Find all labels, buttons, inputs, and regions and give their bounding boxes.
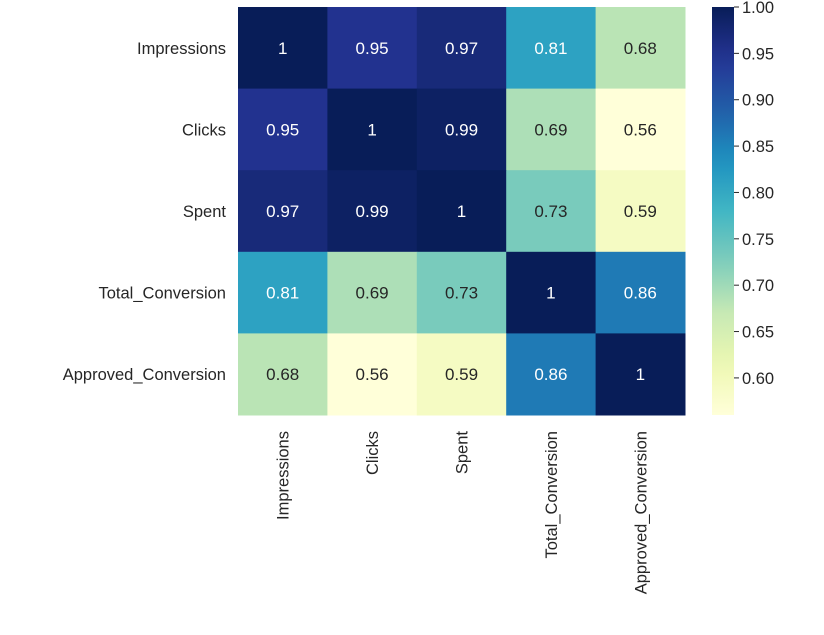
heatmap-cell-clicks-approved-conversion: [595, 88, 686, 171]
cell-annotation: 1: [457, 202, 466, 221]
heatmap-cell-approved-conversion-clicks: [327, 333, 418, 416]
cell-annotation: 0.59: [624, 202, 657, 221]
colorbar-tick-label: 0.80: [742, 184, 774, 202]
cell-annotation: 0.73: [534, 202, 567, 221]
colorbar-tick-label: 0.60: [742, 370, 774, 388]
heatmap-cell-clicks-spent: [416, 88, 507, 171]
heatmap-cell-approved-conversion-impressions: [238, 333, 328, 416]
x-tick-label-spent: Spent: [454, 431, 472, 475]
colorbar-tick-label: 0.90: [742, 92, 774, 110]
colorbar-tick-label: 0.75: [742, 231, 774, 249]
cell-annotation: 0.95: [266, 120, 299, 139]
y-tick-label-approved-conversion: Approved_Conversion: [63, 366, 226, 384]
heatmap-cell-impressions-spent: [416, 7, 507, 90]
cell-annotation: 1: [546, 284, 555, 303]
heatmap-cell-approved-conversion-spent: [416, 333, 507, 416]
heatmap-cell-clicks-clicks: [327, 88, 418, 171]
cell-annotation: 0.97: [266, 202, 299, 221]
y-axis-labels: Impressions Clicks Spent Total_Conversion Ap…: [63, 40, 227, 384]
colorbar-tick-label: 0.95: [742, 45, 774, 63]
cell-annotation: 0.56: [356, 365, 389, 384]
y-tick-label-clicks: Clicks: [182, 121, 226, 139]
heatmap-cell-spent-clicks: [327, 170, 418, 253]
x-tick-label-clicks: Clicks: [364, 431, 382, 475]
colorbar-gradient: [712, 7, 734, 415]
cell-annotation: 0.59: [445, 365, 478, 384]
colorbar-ticks: 1.00 0.95 0.90 0.85 0.80 0.75 0.70 0.65 0.60: [734, 0, 774, 388]
heatmap-cell-total-conversion-clicks: [327, 251, 418, 334]
heatmap-cell-impressions-approved-conversion: [595, 7, 686, 90]
colorbar-tick-label: 0.85: [742, 138, 774, 156]
heatmap-cell-total-conversion-total-conversion: [506, 251, 597, 334]
x-tick-label-impressions: Impressions: [275, 431, 293, 520]
x-tick-label-total-conversion: Total_Conversion: [543, 431, 561, 559]
y-tick-label-impressions: Impressions: [137, 40, 226, 58]
cell-annotation: 0.81: [534, 39, 567, 58]
cell-annotation: 0.81: [266, 284, 299, 303]
y-tick-label-spent: Spent: [183, 203, 227, 221]
x-axis-labels: Impressions Clicks Spent Total_Conversion Ap…: [275, 431, 651, 595]
heatmap-cell-clicks-impressions: [238, 88, 328, 171]
heatmap-cell-total-conversion-spent: [416, 251, 507, 334]
heatmap-cell-impressions-clicks: [327, 7, 418, 90]
heatmap-cell-impressions-total-conversion: [506, 7, 597, 90]
heatmap-cell-total-conversion-approved-conversion: [595, 251, 686, 334]
cell-annotation: 1: [367, 120, 376, 139]
cell-annotation: 1: [636, 365, 645, 384]
colorbar-tick-label: 0.65: [742, 324, 774, 342]
heatmap-cells: 1 0.95 0.97 0.81 0.68 0.95 1 0.99 0.69 0.56 0.97 0.…: [238, 7, 686, 416]
heatmap-cell-approved-conversion-total-conversion: [506, 333, 597, 416]
heatmap-cell-total-conversion-impressions: [238, 251, 328, 334]
cell-annotation: 0.99: [445, 120, 478, 139]
cell-annotation: 0.69: [534, 120, 567, 139]
cell-annotation: 0.97: [445, 39, 478, 58]
x-tick-label-approved-conversion: Approved_Conversion: [632, 431, 650, 594]
cell-annotation: 1: [278, 39, 287, 58]
cell-annotation: 0.86: [624, 284, 657, 303]
heatmap-cell-spent-spent: [416, 170, 507, 253]
y-tick-label-total-conversion: Total_Conversion: [99, 285, 227, 303]
cell-annotation: 0.56: [624, 120, 657, 139]
cell-annotation: 0.86: [534, 365, 567, 384]
heatmap-cell-spent-impressions: [238, 170, 328, 253]
colorbar: 1.00 0.95 0.90 0.85 0.80 0.75 0.70 0.65 0.60: [712, 0, 774, 415]
colorbar-tick-label: 0.70: [742, 277, 774, 295]
cell-annotation: 0.95: [356, 39, 389, 58]
heatmap-cell-approved-conversion-approved-conversion: [595, 333, 686, 416]
heatmap-cell-impressions-impressions: [238, 7, 328, 90]
cell-annotation: 0.99: [356, 202, 389, 221]
cell-annotation: 0.73: [445, 284, 478, 303]
cell-annotation: 0.69: [356, 284, 389, 303]
heatmap-cell-clicks-total-conversion: [506, 88, 597, 171]
heatmap-cell-spent-approved-conversion: [595, 170, 686, 253]
colorbar-tick-label: 1.00: [742, 0, 774, 17]
heatmap-cell-spent-total-conversion: [506, 170, 597, 253]
cell-annotation: 0.68: [624, 39, 657, 58]
cell-annotation: 0.68: [266, 365, 299, 384]
